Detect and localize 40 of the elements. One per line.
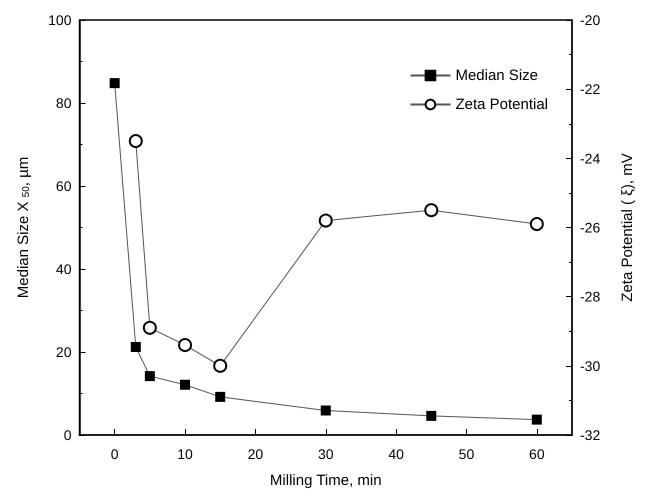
point: [426, 410, 436, 421]
x-tick-label: 10: [177, 446, 194, 462]
y-tick-label: 0: [64, 427, 72, 443]
x-tick-label: 0: [110, 446, 119, 462]
y-tick-label: 100: [48, 12, 72, 28]
y-tick-label: 80: [56, 95, 72, 111]
y2-tick-label: -28: [580, 288, 600, 305]
legend-label: Zeta Potential: [455, 96, 548, 113]
y2-tick-label: -30: [580, 358, 600, 374]
point: [532, 414, 542, 425]
point: [424, 203, 438, 218]
y2-tick-label: -20: [580, 12, 600, 28]
point: [530, 217, 544, 232]
point: [144, 371, 155, 382]
point: [128, 134, 143, 148]
x-tick-label: 60: [529, 446, 545, 462]
point: [130, 342, 141, 352]
y2-tick-label: -24: [580, 150, 600, 166]
y-axis-title: Median Size X 50, µm: [15, 156, 32, 298]
point: [180, 380, 190, 390]
x-tick-label: 20: [248, 446, 264, 462]
y-tick-label: 20: [56, 344, 72, 360]
point: [110, 78, 120, 88]
y2-axis-title: Zeta Potential ( ξ), mV: [619, 153, 636, 302]
point: [318, 214, 333, 228]
legend-label: Median Size: [455, 67, 538, 84]
y-tick-label: 40: [56, 261, 72, 277]
point: [215, 392, 226, 402]
point: [213, 358, 228, 373]
y2-tick-label: -32: [580, 427, 600, 443]
point: [142, 320, 157, 335]
point: [320, 406, 331, 416]
point: [178, 338, 192, 352]
x-tick-label: 50: [458, 446, 474, 462]
x-tick-label: 40: [388, 446, 404, 462]
x-tick-label: 30: [318, 446, 334, 462]
y2-tick-label: -22: [580, 81, 600, 98]
x-axis-title: Milling Time, min: [270, 472, 382, 489]
y2-tick-label: -26: [580, 220, 600, 236]
y-tick-label: 60: [56, 178, 72, 194]
